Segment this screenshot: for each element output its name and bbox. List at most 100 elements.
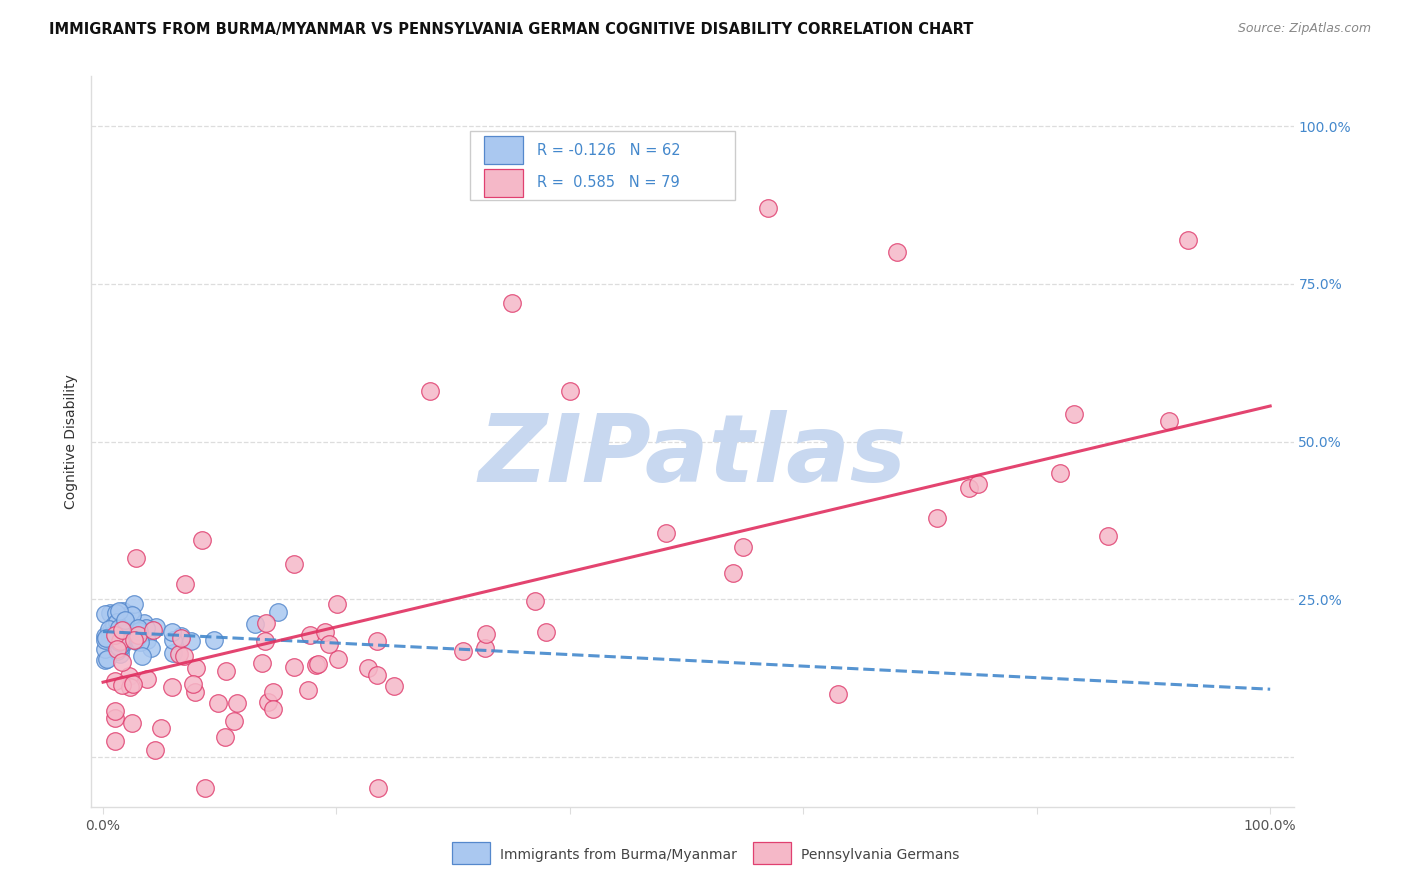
Point: [121, 677, 143, 691]
Point: [101, 632, 124, 646]
Point: [127, 620, 149, 634]
Point: [297, 682, 319, 697]
Point: [162, 632, 184, 647]
Point: [366, 668, 388, 682]
Point: [105, 606, 128, 620]
Point: [367, 781, 389, 796]
Point: [136, 672, 159, 686]
Point: [318, 637, 340, 651]
Point: [104, 673, 127, 688]
Point: [104, 733, 127, 747]
Point: [124, 623, 146, 637]
Text: ZIPatlas: ZIPatlas: [478, 410, 907, 502]
Point: [262, 684, 284, 698]
Point: [127, 628, 149, 642]
Point: [100, 623, 122, 637]
Point: [524, 594, 547, 608]
Text: Source: ZipAtlas.com: Source: ZipAtlas.com: [1237, 22, 1371, 36]
Point: [173, 649, 195, 664]
Point: [110, 632, 132, 647]
Point: [118, 669, 141, 683]
Point: [474, 641, 496, 656]
Point: [128, 624, 150, 639]
Point: [305, 658, 328, 673]
Point: [243, 617, 266, 632]
Point: [97, 622, 120, 636]
Point: [94, 629, 117, 643]
Point: [114, 611, 136, 625]
Point: [967, 477, 990, 491]
Point: [536, 625, 558, 640]
Point: [1063, 407, 1085, 421]
Text: Immigrants from Burma/Myanmar: Immigrants from Burma/Myanmar: [501, 847, 737, 862]
Point: [202, 632, 225, 647]
Point: [118, 607, 141, 622]
Point: [1157, 414, 1180, 428]
Point: [160, 680, 183, 694]
Point: [215, 664, 238, 678]
Point: [110, 640, 132, 655]
Bar: [752, 842, 792, 864]
Point: [256, 695, 278, 709]
Point: [108, 648, 131, 662]
Point: [225, 696, 247, 710]
Point: [419, 384, 441, 398]
Point: [501, 295, 523, 310]
Point: [105, 641, 128, 656]
Point: [1097, 528, 1119, 542]
Point: [366, 634, 388, 648]
Point: [108, 635, 131, 649]
Point: [262, 702, 284, 716]
Text: R = -0.126   N = 62: R = -0.126 N = 62: [537, 143, 681, 158]
Point: [169, 647, 191, 661]
Point: [214, 730, 236, 744]
Point: [104, 711, 127, 725]
Point: [558, 384, 581, 398]
Text: Pennsylvania Germans: Pennsylvania Germans: [800, 847, 959, 862]
Point: [112, 632, 135, 647]
Point: [107, 640, 129, 654]
Point: [170, 629, 193, 643]
Point: [886, 245, 908, 260]
Point: [94, 631, 117, 645]
Point: [160, 624, 183, 639]
Point: [122, 632, 145, 647]
Point: [107, 604, 129, 618]
Point: [307, 657, 329, 672]
Point: [104, 705, 127, 719]
Point: [957, 481, 980, 495]
Point: [132, 616, 155, 631]
Point: [105, 632, 128, 646]
Point: [1049, 466, 1071, 480]
Point: [94, 633, 117, 648]
Point: [314, 625, 336, 640]
Point: [135, 621, 157, 635]
Point: [184, 661, 207, 675]
Point: [131, 648, 153, 663]
Bar: [485, 136, 523, 164]
Point: [98, 607, 121, 621]
Point: [382, 679, 405, 693]
Point: [162, 646, 184, 660]
Point: [180, 633, 202, 648]
FancyBboxPatch shape: [470, 130, 734, 200]
Point: [299, 628, 322, 642]
Point: [94, 641, 117, 656]
Point: [222, 714, 245, 729]
Y-axis label: Cognitive Disability: Cognitive Disability: [65, 374, 79, 509]
Point: [250, 656, 273, 670]
Point: [111, 678, 134, 692]
Point: [191, 533, 214, 548]
Point: [267, 605, 290, 619]
Bar: [485, 169, 523, 197]
Point: [129, 635, 152, 649]
Point: [110, 637, 132, 651]
Text: IMMIGRANTS FROM BURMA/MYANMAR VS PENNSYLVANIA GERMAN COGNITIVE DISABILITY CORREL: IMMIGRANTS FROM BURMA/MYANMAR VS PENNSYL…: [49, 22, 973, 37]
Point: [283, 660, 305, 674]
Point: [104, 628, 127, 642]
Point: [655, 526, 678, 541]
Point: [111, 655, 134, 669]
Point: [110, 632, 132, 646]
Point: [120, 680, 142, 694]
Point: [96, 651, 118, 665]
